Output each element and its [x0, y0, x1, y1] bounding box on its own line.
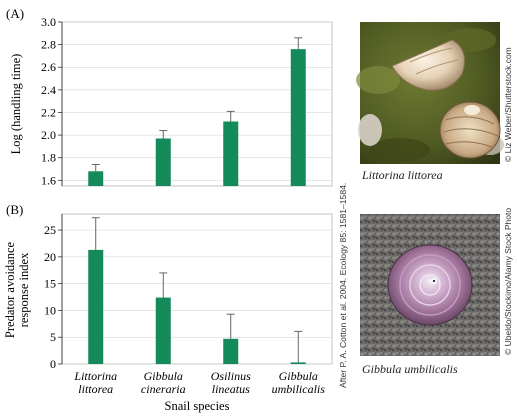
photo-caption-bottom: Gibbula umbilicalis: [362, 362, 458, 376]
chartB-category-label: lineatus: [212, 382, 250, 396]
chartA-y-tick-label: 2.0: [41, 128, 56, 142]
chartB-y-tick-label: 20: [44, 250, 56, 264]
chartA-y-tick-label: 1.6: [41, 173, 56, 187]
chartB-bar: [290, 362, 306, 364]
chartB-category-label: littorea: [78, 382, 113, 396]
photo-gibbula-umbilicalis: [360, 214, 500, 356]
chartB-bar: [223, 338, 239, 364]
chartA-y-tick-label: 1.8: [41, 151, 56, 165]
source-note: After P. A. Cotton et al. 2004. Ecology …: [338, 183, 348, 388]
chartB-bar: [88, 249, 104, 364]
chartA-bar: [155, 138, 171, 186]
chart-b-y-axis-label-line2: response index: [17, 252, 31, 327]
chart-a: 1.6 1.8 2.0 2.2 2.4 2.6 2.8 3.0 Log (handling t…: [9, 15, 333, 187]
chartA-y-tick-label: 2.2: [41, 105, 56, 119]
chartA-y-tick-label: 2.4: [41, 83, 56, 97]
chartB-category-label: Osilinus: [211, 369, 251, 383]
chartA-bar: [290, 49, 306, 186]
photo-littorina-littorea: [356, 22, 504, 164]
chartB-category-label: cineraria: [141, 382, 186, 396]
photo-credit-bottom: © Ubeldo/Stockimo/Alamy Stock Photo: [503, 207, 513, 355]
chartB-y-tick-label: 15: [44, 277, 56, 291]
panel-b-label: (B): [6, 202, 23, 217]
photo-caption-top: Littorina littorea: [362, 168, 443, 182]
chartB-category-label: umbilicalis: [272, 382, 326, 396]
chartB-y-tick-label: 25: [44, 223, 56, 237]
chartB-y-tick-label: 5: [50, 330, 56, 344]
chartB-category-label: Gibbula: [279, 369, 318, 383]
chart-b-x-axis-label: Snail species: [165, 399, 230, 413]
chartB-y-tick-label: 0: [50, 357, 56, 371]
chartB-y-tick-label: 10: [44, 303, 56, 317]
panel-a-label: (A): [6, 6, 24, 21]
chartB-category-label: Gibbula: [144, 369, 183, 383]
chartA-bar: [223, 121, 239, 186]
chartB-category-label: Littorina: [73, 369, 117, 383]
chart-a-y-axis-label: Log (handling time): [9, 54, 23, 155]
photo-credit-top: © Liz Weber/Shutterstock.com: [503, 47, 513, 162]
chartA-y-tick-label: 3.0: [41, 15, 56, 29]
chartA-y-tick-label: 2.8: [41, 38, 56, 52]
chartB-bar: [155, 297, 171, 364]
chart-a-plot-area: [61, 21, 333, 187]
chart-b-y-axis-label-line1: Predator avoidance: [3, 241, 17, 338]
chart-b-plot-area: [61, 213, 333, 365]
chartA-bar: [88, 171, 104, 186]
chartA-y-tick-label: 2.6: [41, 60, 56, 74]
